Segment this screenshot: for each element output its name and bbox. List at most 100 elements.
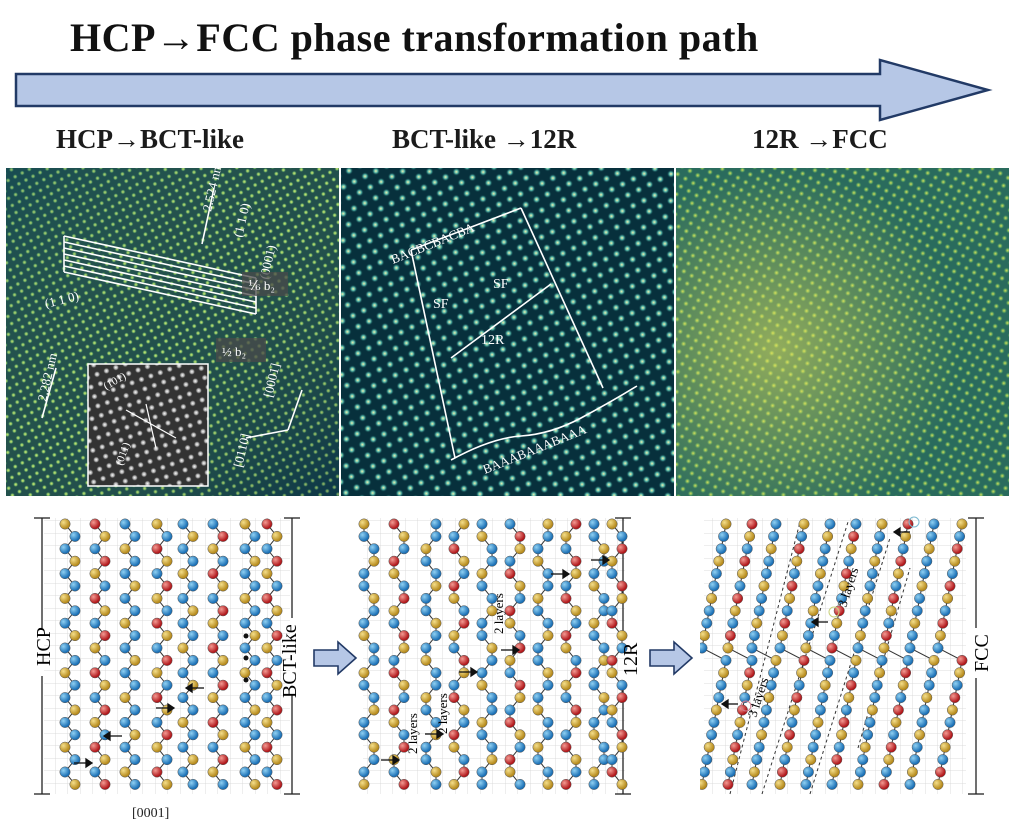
atom-sphere: [796, 530, 808, 542]
atom-sphere: [942, 592, 954, 604]
atom-sphere: [724, 630, 736, 642]
atom-sphere: [874, 530, 886, 542]
atom-sphere: [616, 692, 628, 704]
atom-sphere: [261, 716, 273, 728]
atom-sphere: [570, 555, 582, 567]
schematic-hcp-bct[interactable]: HCP BCT-like: [30, 508, 315, 806]
atom-sphere: [944, 580, 956, 592]
atom-sphere: [504, 716, 516, 728]
atom-sphere: [800, 778, 812, 790]
atom-sphere: [261, 568, 273, 580]
atom-sphere: [616, 543, 628, 555]
atom-sphere: [822, 667, 834, 679]
atom-sphere: [939, 741, 951, 753]
atom-sphere: [271, 654, 283, 666]
atom-sphere: [89, 692, 101, 704]
atom-sphere: [934, 630, 946, 642]
atom-sphere: [542, 778, 554, 790]
atom-sphere: [207, 518, 219, 530]
atom-sphere: [843, 555, 855, 567]
atom-sphere: [736, 568, 748, 580]
atom-sphere: [486, 543, 498, 555]
atom-sphere: [883, 617, 895, 629]
atom-sphere: [187, 729, 199, 741]
atom-sphere: [822, 530, 834, 542]
atom-sphere: [765, 543, 777, 555]
atom-sphere: [532, 555, 544, 567]
atom-sphere: [793, 543, 805, 555]
atom-sphere: [744, 667, 756, 679]
atom-sphere: [119, 568, 131, 580]
atom-sphere: [883, 754, 895, 766]
atom-sphere: [911, 741, 923, 753]
atom-sphere: [741, 679, 753, 691]
atom-sphere: [892, 704, 904, 716]
atom-sphere: [791, 692, 803, 704]
schematic-12r-fcc[interactable]: FCC 3 layers 3 layers: [700, 508, 1005, 806]
transformation-path-arrow: [14, 58, 993, 122]
atom-sphere: [588, 778, 600, 790]
atom-sphere: [368, 654, 380, 666]
atom-sphere: [59, 543, 71, 555]
atom-sphere: [59, 766, 71, 778]
atom-sphere: [934, 766, 946, 778]
atom-sphere: [864, 580, 876, 592]
atom-sphere: [129, 754, 141, 766]
atom-sphere: [876, 654, 888, 666]
atom-sphere: [486, 555, 498, 567]
schematic-bct-12r[interactable]: 12R 2 layers 2 layers 2 layers: [355, 508, 645, 806]
panel-label-bct-12r: BCT-like →12R: [392, 124, 577, 154]
atom-sphere: [746, 642, 758, 654]
atom-sphere: [239, 667, 251, 679]
atom-sphere: [69, 580, 81, 592]
atom-sphere: [848, 667, 860, 679]
atom-sphere: [838, 716, 850, 728]
atom-sphere: [119, 518, 131, 530]
atom-sphere: [786, 580, 798, 592]
atom-sphere: [129, 555, 141, 567]
atom-sphere: [606, 716, 618, 728]
atom-sphere: [560, 692, 572, 704]
atom-sphere: [720, 518, 732, 530]
atom-sphere: [458, 716, 470, 728]
atom-sphere: [560, 679, 572, 691]
schematic-arrow-1: [313, 640, 358, 676]
atom-sphere: [753, 605, 765, 617]
atom-sphere: [271, 679, 283, 691]
atom-sphere: [570, 667, 582, 679]
atom-sphere: [448, 592, 460, 604]
atom-sphere: [715, 679, 727, 691]
atom-sphere: [249, 778, 261, 790]
atom-sphere: [802, 630, 814, 642]
atom-sphere: [746, 654, 758, 666]
atom-sphere: [217, 530, 229, 542]
atom-sphere: [69, 555, 81, 567]
atom-sphere: [161, 654, 173, 666]
atom-sphere: [476, 679, 488, 691]
atom-sphere: [271, 530, 283, 542]
atom-sphere: [187, 530, 199, 542]
atom-sphere: [532, 605, 544, 617]
atom-sphere: [129, 605, 141, 617]
schematic-2-layers-2: 2 layers: [491, 593, 506, 634]
atom-sphere: [776, 630, 788, 642]
atom-sphere: [239, 543, 251, 555]
atom-sphere: [542, 716, 554, 728]
atom-sphere: [358, 630, 370, 642]
atom-sphere: [831, 617, 843, 629]
atom-sphere: [458, 518, 470, 530]
atom-sphere: [732, 729, 744, 741]
atom-sphere: [928, 518, 940, 530]
atom-sphere: [187, 555, 199, 567]
atom-sphere: [779, 754, 791, 766]
schematic-2-layers-1: 2 layers: [405, 713, 420, 754]
atom-sphere: [177, 642, 189, 654]
atom-sphere: [59, 692, 71, 704]
atom-sphere: [504, 754, 516, 766]
atom-sphere: [606, 654, 618, 666]
atom-sphere: [151, 592, 163, 604]
atom-sphere: [448, 630, 460, 642]
atom-sphere: [732, 592, 744, 604]
atom-sphere: [271, 704, 283, 716]
atom-sphere: [151, 667, 163, 679]
